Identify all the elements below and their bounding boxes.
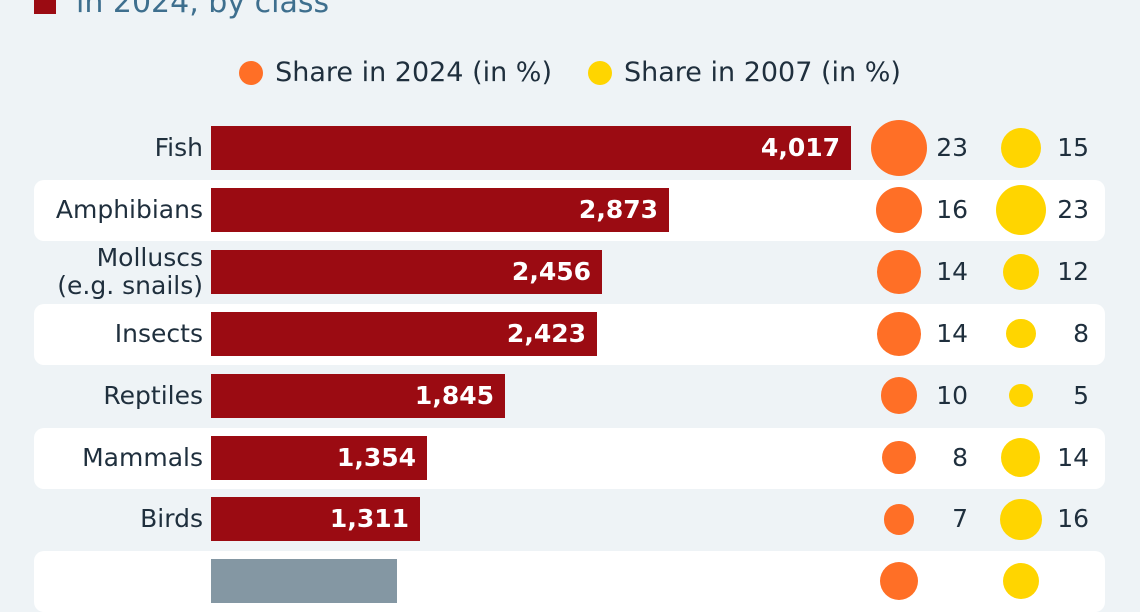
share-2024-dot [871, 120, 927, 176]
category-label: Reptiles [103, 380, 203, 410]
bar: 1,311 [211, 497, 420, 542]
share-2007-dot [1009, 383, 1033, 408]
share-2007-dot [1001, 437, 1041, 477]
chart-subtitle: in 2024, by class [76, 0, 330, 20]
legend-label-2007: Share in 2007 (in %) [624, 57, 901, 88]
legend-dot-yellow-icon [588, 60, 612, 85]
share-2007-dot [1000, 127, 1042, 169]
share-2024-dot [877, 311, 921, 356]
category-label: Amphibians [55, 194, 203, 224]
share-2024-value: 14 [936, 318, 968, 348]
share-2024-dot [877, 249, 921, 294]
share-2007-value: 12 [1057, 256, 1089, 286]
share-2007-dot [1006, 318, 1036, 349]
bar-value-label: 1,311 [329, 504, 409, 534]
bar-value-label: 2,456 [511, 256, 591, 286]
bar: 2,873 [211, 187, 669, 232]
share-2007-value: 16 [1057, 504, 1089, 534]
share-2024-dot [880, 377, 918, 415]
legend-label-2024: Share in 2024 (in %) [275, 57, 552, 88]
share-2007-value: 14 [1057, 442, 1089, 472]
share-2024-dot [882, 440, 916, 474]
share-2007-value: 23 [1057, 194, 1089, 224]
share-2024-value: 14 [936, 256, 968, 286]
legend-item-2024: Share in 2024 (in %) [239, 57, 552, 88]
share-2024-value: 23 [936, 133, 968, 162]
category-label: Molluscs (e.g. snails) [57, 242, 203, 300]
share-2007-value: 15 [1057, 133, 1089, 162]
share-2024-dot [883, 503, 915, 535]
bar [211, 559, 397, 604]
bar-value-label: 4,017 [760, 133, 840, 162]
share-2024-value: 16 [936, 194, 968, 224]
bar-value-label: 2,423 [506, 318, 586, 348]
legend-item-2007: Share in 2007 (in %) [588, 57, 901, 88]
share-2007-dot [1000, 498, 1042, 541]
bar-value-label: 1,845 [414, 380, 494, 410]
header-accent-square [34, 0, 56, 14]
category-label: Mammals [82, 442, 203, 472]
share-2024-value: 10 [936, 380, 968, 410]
row-band [34, 551, 1105, 612]
share-2007-dot [996, 184, 1046, 235]
share-2024-value: 7 [952, 504, 968, 534]
category-label: Birds [140, 504, 203, 534]
bar: 4,017 [211, 126, 851, 170]
bar-value-label: 1,354 [336, 442, 416, 472]
share-2024-value: 8 [952, 442, 968, 472]
share-2007-value: 5 [1073, 380, 1089, 410]
bar-value-label: 2,873 [578, 194, 658, 224]
share-2007-value: 8 [1073, 318, 1089, 348]
bar: 1,354 [211, 435, 427, 480]
category-label: Fish [154, 133, 203, 162]
category-label: Insects [114, 318, 203, 348]
legend: Share in 2024 (in %) Share in 2007 (in %… [0, 57, 1140, 88]
bar: 1,845 [211, 373, 505, 418]
bar: 2,423 [211, 311, 597, 356]
legend-dot-orange-icon [239, 60, 264, 85]
bar: 2,456 [211, 249, 602, 294]
share-2007-dot [1002, 253, 1040, 290]
chart-header: in 2024, by class [34, 0, 329, 22]
share-2024-dot [875, 186, 923, 234]
